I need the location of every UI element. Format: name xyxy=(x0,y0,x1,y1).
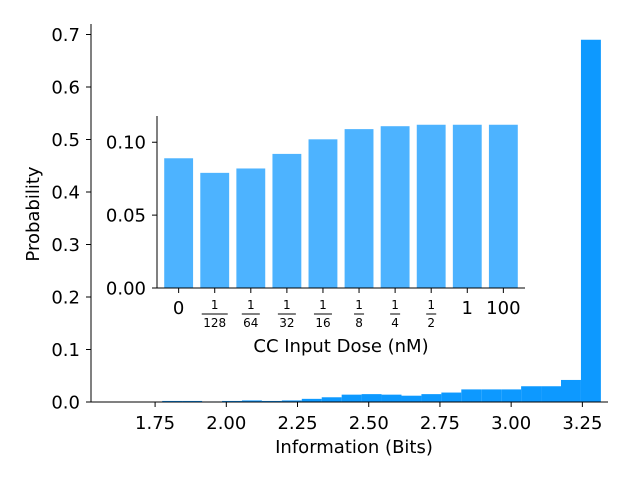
inset-bars xyxy=(164,124,518,289)
x-tick-label: 2.00 xyxy=(206,413,246,434)
inset-x-tick-label-fraction: 132 xyxy=(277,298,296,330)
inset-x-tick-label: 100 xyxy=(486,298,520,319)
histogram-bar xyxy=(401,395,422,402)
inset-y-tick-label: 0.05 xyxy=(106,206,146,227)
y-tick-label: 0.5 xyxy=(51,130,80,151)
fraction-denominator: 64 xyxy=(243,316,258,330)
inset-bar xyxy=(452,124,482,289)
inset-x-tick-label: 1 xyxy=(462,298,473,319)
histogram-bar xyxy=(182,400,203,402)
x-tick-label: 3.00 xyxy=(491,413,531,434)
y-tick-label: 0.4 xyxy=(51,183,80,204)
histogram-bar xyxy=(580,39,601,402)
histogram-bar xyxy=(381,394,402,402)
inset-bar xyxy=(272,153,302,288)
fraction-numerator: 1 xyxy=(283,298,291,312)
y-tick-label: 0.3 xyxy=(51,235,80,256)
fraction-denominator: 2 xyxy=(427,316,435,330)
main-x-axis-label: Information (Bits) xyxy=(275,437,433,458)
inset-x-tick-label-fraction: 14 xyxy=(390,298,401,330)
histogram-bar xyxy=(321,397,342,402)
inset-bar xyxy=(164,158,194,288)
histogram-bar xyxy=(481,389,502,402)
inset-bar xyxy=(344,129,374,288)
fraction-denominator: 32 xyxy=(279,316,294,330)
main-y-ticks: 0.0 0.1 0.2 0.3 0.4 0.5 0.6 0.7 xyxy=(51,25,91,414)
inset-x-tick-label-fraction: 116 xyxy=(313,298,332,330)
histogram-bar xyxy=(341,394,362,402)
fraction-denominator: 16 xyxy=(315,316,330,330)
fraction-numerator: 1 xyxy=(391,298,399,312)
inset-x-axis-label: CC Input Dose (nM) xyxy=(253,336,428,357)
inset-x-tick-label: 0 xyxy=(173,298,184,319)
histogram-bar xyxy=(521,386,542,402)
histogram-bar xyxy=(301,398,322,402)
inset-y-tick-label: 0.00 xyxy=(106,279,146,300)
histogram-bar xyxy=(461,389,482,402)
fraction-denominator: 8 xyxy=(355,316,363,330)
fraction-numerator: 1 xyxy=(355,298,363,312)
fraction-denominator: 128 xyxy=(203,316,226,330)
inset-bar xyxy=(488,124,518,289)
y-tick-label: 0.0 xyxy=(51,393,80,414)
inset-bar xyxy=(416,124,446,289)
y-tick-label: 0.6 xyxy=(51,78,80,99)
histogram-bar xyxy=(421,394,442,402)
fraction-numerator: 1 xyxy=(211,298,219,312)
inset-bar xyxy=(236,168,266,288)
main-chart: 1.75 2.00 2.25 2.50 2.75 3.00 3.25 0.00.10.20.… xyxy=(23,24,608,458)
inset-y-tick-label: 0.10 xyxy=(106,133,146,154)
fraction-numerator: 1 xyxy=(319,298,327,312)
main-y-axis-label: Probability xyxy=(23,166,44,261)
inset-bar xyxy=(308,139,338,288)
histogram-bar xyxy=(281,400,302,402)
histogram-bar xyxy=(441,392,462,402)
inset-y-ticks: 0.00 0.05 0.10 xyxy=(106,133,157,300)
histogram-bar xyxy=(261,400,282,402)
x-tick-label: 2.50 xyxy=(349,413,389,434)
inset-bar xyxy=(380,126,410,288)
fraction-denominator: 4 xyxy=(391,316,399,330)
histogram-bar xyxy=(361,394,382,402)
y-tick-label: 0.2 xyxy=(51,288,80,309)
x-tick-label: 2.75 xyxy=(420,413,460,434)
fraction-numerator: 1 xyxy=(427,298,435,312)
histogram-bar xyxy=(501,389,522,402)
inset-x-tick-label-fraction: 12 xyxy=(426,298,437,330)
x-tick-label: 2.25 xyxy=(277,413,317,434)
histogram-bar xyxy=(561,379,581,402)
x-tick-label: 3.25 xyxy=(562,413,602,434)
main-x-ticks: 1.75 2.00 2.25 2.50 2.75 3.00 3.25 xyxy=(135,402,602,434)
fraction-numerator: 1 xyxy=(247,298,255,312)
main-bars xyxy=(162,39,601,402)
histogram-bar xyxy=(541,386,561,402)
inset-x-tick-label-fraction: 18 xyxy=(354,298,365,330)
histogram-bar xyxy=(241,400,262,402)
histogram-bar xyxy=(162,400,183,402)
histogram-bar xyxy=(222,400,242,402)
x-tick-label: 1.75 xyxy=(135,413,175,434)
y-tick-label: 0.1 xyxy=(51,340,80,361)
inset-x-tick-label-fraction: 164 xyxy=(241,298,260,330)
inset-bar xyxy=(200,172,230,288)
y-tick-label: 0.7 xyxy=(51,25,80,46)
